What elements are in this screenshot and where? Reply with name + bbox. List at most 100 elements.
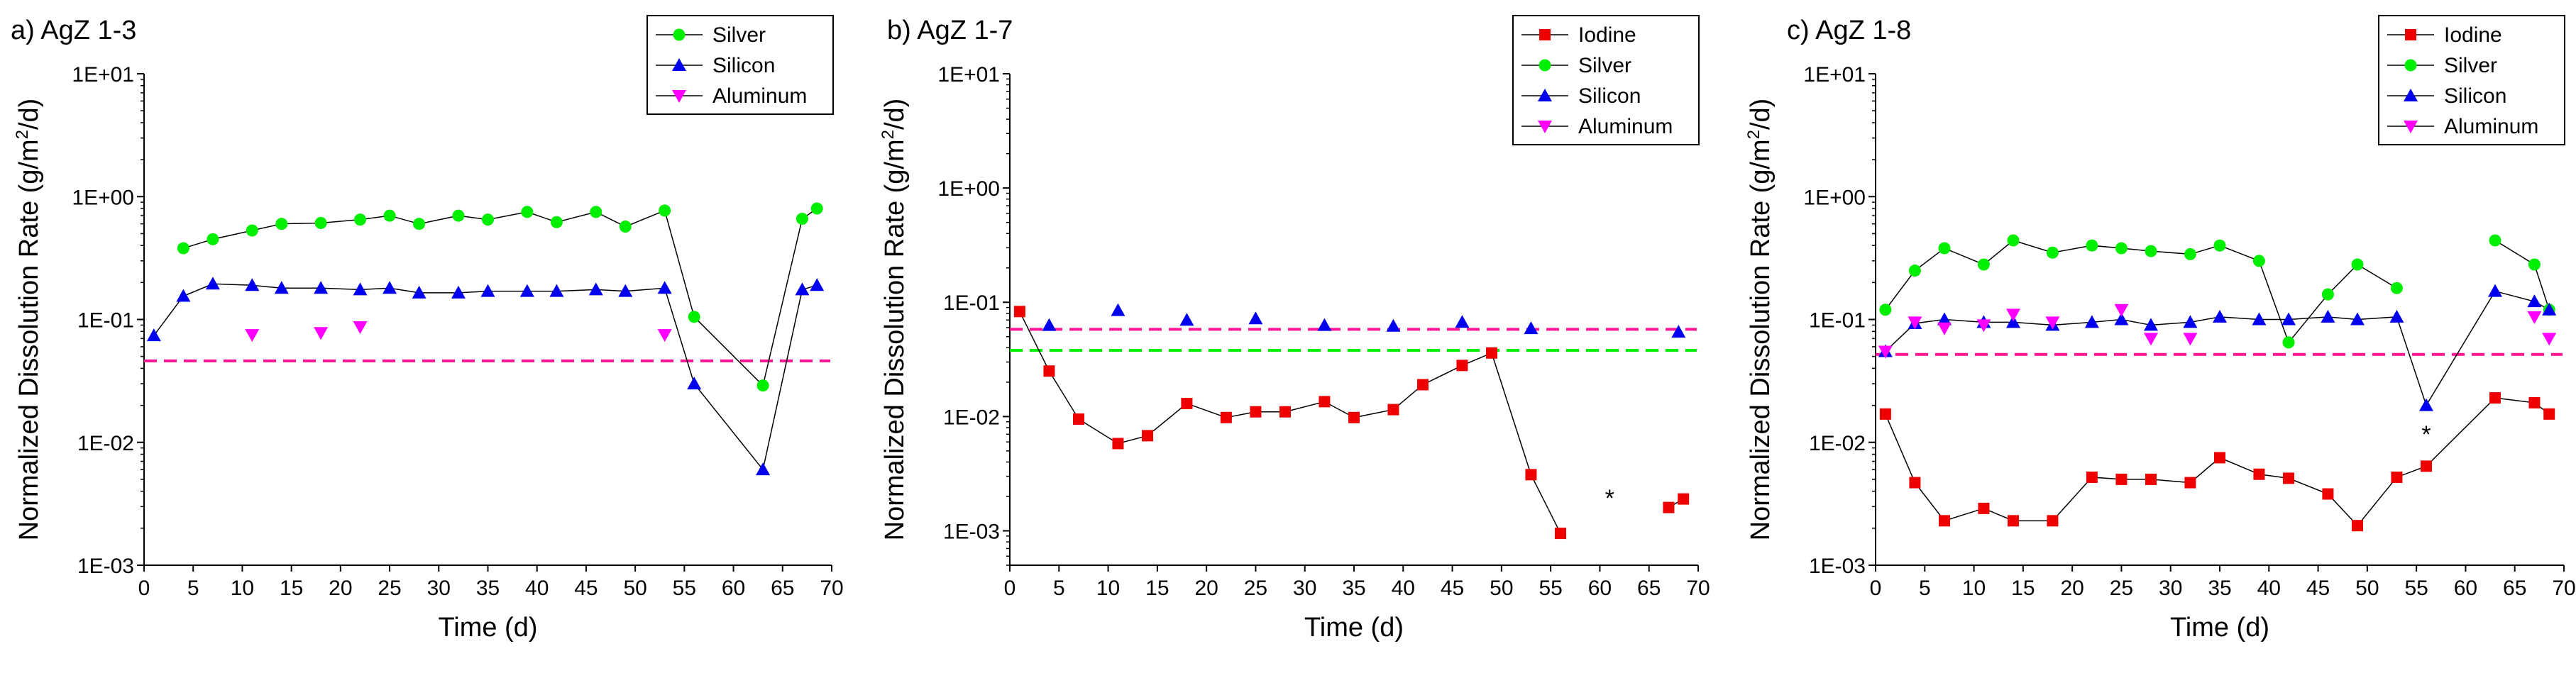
x-tick-label: 25 [1244, 577, 1267, 600]
data-point-silver [482, 213, 494, 226]
data-point-silver [246, 224, 258, 237]
data-point-iodine [1678, 493, 1690, 505]
data-point-silicon [657, 281, 672, 294]
legend-label-aluminum: Aluminum [712, 84, 807, 108]
data-point-iodine [1142, 430, 1153, 442]
data-point-aluminum [1878, 345, 1893, 359]
x-tick-label: 5 [1053, 577, 1065, 600]
x-tick-label: 65 [2503, 577, 2526, 600]
data-point-aluminum [245, 329, 260, 343]
y-tick-label: 1E-01 [77, 309, 134, 333]
annotation-asterisk: * [2421, 421, 2431, 448]
x-tick-label: 10 [1962, 577, 1986, 600]
x-tick-label: 60 [1588, 577, 1612, 600]
y-tick-label: 1E-01 [943, 291, 1000, 315]
legend-marker-aluminum [1538, 121, 1552, 133]
data-point-silver [314, 216, 327, 229]
data-point-silicon [2213, 309, 2227, 323]
data-point-iodine [1978, 502, 1990, 514]
y-tick-label: 1E+01 [937, 63, 1000, 87]
x-tick-label: 50 [2355, 577, 2379, 600]
data-point-silver [2213, 239, 2226, 252]
data-point-silicon [2321, 309, 2335, 323]
data-point-silicon [1386, 318, 1401, 332]
data-point-iodine [2008, 515, 2019, 527]
data-point-silver [590, 206, 602, 218]
x-tick-label: 10 [1096, 577, 1120, 600]
x-tick-label: 0 [1870, 577, 1882, 600]
x-tick-label: 50 [1490, 577, 1513, 600]
y-tick-label: 1E-02 [943, 406, 1000, 429]
data-point-iodine [2528, 396, 2541, 408]
data-point-iodine [1112, 438, 1124, 450]
data-point-silver [688, 311, 700, 323]
x-axis-label: Time (d) [438, 613, 537, 643]
y-tick-label: 1E-03 [1809, 555, 1866, 578]
panel-title: c) AgZ 1-8 [1787, 16, 1911, 45]
data-point-iodine [2391, 471, 2403, 483]
x-tick-label: 40 [525, 577, 549, 600]
data-point-iodine [1525, 469, 1537, 481]
legend: Silver Silicon Aluminum [646, 15, 834, 115]
data-point-iodine [1181, 398, 1193, 410]
data-point-silicon [353, 282, 368, 296]
data-point-iodine [2115, 473, 2128, 485]
data-point-silicon [245, 278, 260, 291]
y-tick-label: 1E+01 [1803, 63, 1866, 87]
data-point-iodine [1879, 408, 1891, 420]
data-point-silicon [1671, 325, 1686, 338]
series-line-silver [183, 208, 818, 387]
legend-marker-silver [2404, 59, 2417, 72]
data-point-iodine [2283, 472, 2294, 484]
data-point-silicon [2419, 398, 2433, 411]
x-tick-label: 30 [1293, 577, 1316, 600]
data-point-silver [207, 233, 219, 245]
data-point-silicon [2084, 315, 2099, 328]
x-tick-label: 65 [1637, 577, 1661, 600]
y-tick-label: 1E+00 [937, 177, 1000, 201]
data-point-silicon [274, 281, 289, 294]
data-point-iodine [2253, 468, 2265, 480]
x-tick-label: 35 [2208, 577, 2231, 600]
x-tick-label: 0 [138, 577, 150, 600]
data-point-silver [1977, 258, 1990, 271]
data-point-iodine [2184, 477, 2196, 489]
data-point-iodine [1387, 404, 1399, 416]
legend-marker-silver [1539, 59, 1551, 72]
x-tick-label: 35 [1342, 577, 1365, 600]
data-point-iodine [1417, 379, 1429, 391]
legend-label-silver: Silver [2444, 54, 2497, 77]
data-point-iodine [1013, 306, 1025, 318]
data-point-aluminum [2045, 316, 2060, 330]
data-point-silicon [687, 377, 702, 390]
y-axis-label: Normalized Dissolution Rate (g/m2/d) [13, 99, 44, 541]
x-tick-label: 55 [1539, 577, 1562, 600]
data-point-silver [2282, 336, 2295, 349]
legend-marker-iodine [1539, 29, 1551, 40]
data-point-silicon [314, 281, 329, 294]
y-axis-label-superscript: 2 [1744, 130, 1763, 139]
data-point-silver [2086, 239, 2098, 252]
data-point-silicon [2114, 312, 2129, 326]
data-point-aluminum [314, 327, 329, 340]
y-tick-label: 1E-02 [1809, 432, 1866, 455]
data-point-silver [550, 216, 563, 228]
series-line-silver [1885, 240, 2397, 344]
data-point-silicon [2144, 318, 2158, 331]
legend-label-silicon: Silicon [2444, 84, 2506, 108]
data-point-silver [796, 213, 808, 226]
data-point-silver [2489, 234, 2501, 247]
data-point-iodine [1043, 365, 1055, 377]
data-point-silver [452, 209, 465, 222]
data-point-iodine [1319, 396, 1331, 408]
y-axis-label: Normalized Dissolution Rate (g/m2/d) [879, 99, 910, 541]
x-tick-label: 55 [2404, 577, 2428, 600]
chart-panel-1: a) AgZ 1-3 0 5 10 15 20 25 30 35 40 45 50 55 60 65 70 1E… [11, 15, 844, 643]
data-point-silicon [588, 282, 603, 296]
data-point-iodine [2352, 520, 2363, 532]
x-tick-label: 20 [1194, 577, 1218, 600]
data-point-silver [2145, 245, 2157, 257]
chart-panel-2: b) AgZ 1-7 0 5 10 15 20 25 30 35 40 45 50 55 60 65 70 1E… [879, 15, 1710, 643]
x-tick-label: 45 [2306, 577, 2330, 600]
y-tick-label: 1E-03 [77, 555, 134, 578]
